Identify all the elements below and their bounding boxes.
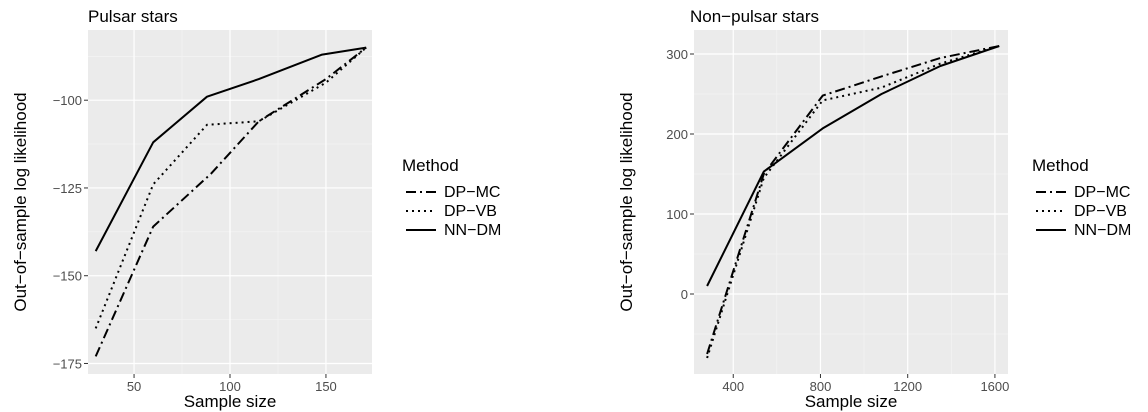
non-pulsar-legend-label: NN−DM	[1074, 222, 1131, 239]
pulsar-panel: Pulsar stars 50 100 150 −175 −150 −125 −100 Sa…	[11, 7, 501, 411]
non-pulsar-x-axis-title: Sample size	[805, 392, 898, 411]
pulsar-gridlines	[88, 30, 372, 374]
pulsar-legend-label: NN−DM	[444, 222, 501, 239]
non-pulsar-panel: Non−pulsar stars 400 800 1200 1600 0 100 200 30…	[617, 7, 1131, 411]
pulsar-legend-label: DP−MC	[444, 184, 500, 201]
pulsar-y-axis-title: Out−of−sample log likelihood	[11, 92, 30, 311]
pulsar-series	[94, 46, 367, 357]
non-pulsar-legend-label: DP−VB	[1074, 203, 1127, 220]
pulsar-ticks: 50 100 150 −175 −150 −125 −100	[53, 93, 337, 394]
pulsar-series-dotted	[94, 46, 367, 329]
non-pulsar-legend-label: DP−MC	[1074, 184, 1130, 201]
non-pulsar-y-tick-label: 200	[666, 127, 688, 142]
non-pulsar-legend: Method DP−MC DP−VB NN−DM	[1032, 156, 1131, 239]
non-pulsar-y-tick-label: 0	[681, 287, 688, 302]
pulsar-x-tick-label: 150	[315, 379, 337, 394]
non-pulsar-x-tick-label: 800	[810, 379, 832, 394]
pulsar-y-tick-label: −150	[53, 269, 82, 284]
non-pulsar-title: Non−pulsar stars	[690, 7, 819, 26]
non-pulsar-y-tick-label: 300	[666, 47, 688, 62]
pulsar-y-tick-label: −175	[53, 356, 82, 371]
non-pulsar-plot-area	[694, 30, 1008, 374]
pulsar-series-solid	[94, 46, 367, 252]
pulsar-series-dashdot	[94, 46, 367, 357]
non-pulsar-series-solid	[706, 45, 1000, 287]
pulsar-legend-title: Method	[402, 156, 459, 175]
non-pulsar-series-dashdot	[706, 45, 1000, 355]
non-pulsar-series-dotted	[706, 45, 1000, 359]
non-pulsar-legend-title: Method	[1032, 156, 1089, 175]
pulsar-y-tick-label: −100	[53, 93, 82, 108]
non-pulsar-y-tick-label: 100	[666, 207, 688, 222]
pulsar-legend: Method DP−MC DP−VB NN−DM	[402, 156, 501, 239]
pulsar-y-tick-label: −125	[53, 181, 82, 196]
non-pulsar-x-tick-label: 1200	[893, 379, 922, 394]
pulsar-legend-label: DP−VB	[444, 203, 497, 220]
non-pulsar-ticks: 400 800 1200 1600 0 100 200 300	[666, 47, 1009, 394]
non-pulsar-gridlines	[694, 30, 1008, 374]
pulsar-title: Pulsar stars	[88, 7, 178, 26]
non-pulsar-x-tick-label: 1600	[980, 379, 1009, 394]
non-pulsar-series	[706, 45, 1000, 359]
pulsar-x-tick-label: 50	[127, 379, 141, 394]
non-pulsar-y-axis-title: Out−of−sample log likelihood	[617, 92, 636, 311]
non-pulsar-x-tick-label: 400	[722, 379, 744, 394]
pulsar-x-axis-title: Sample size	[184, 392, 277, 411]
pulsar-x-tick-label: 100	[219, 379, 241, 394]
